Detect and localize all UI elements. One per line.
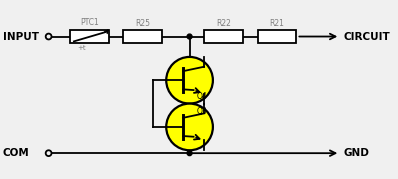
Text: R25: R25 xyxy=(135,19,150,28)
Bar xyxy=(258,30,297,43)
Text: +t: +t xyxy=(78,45,86,51)
Text: Q4: Q4 xyxy=(196,92,207,101)
Bar xyxy=(204,30,243,43)
Circle shape xyxy=(187,151,192,156)
Bar xyxy=(70,30,109,43)
Text: PTC1: PTC1 xyxy=(80,18,99,27)
Circle shape xyxy=(187,34,192,39)
Text: Q3: Q3 xyxy=(196,107,207,115)
Circle shape xyxy=(166,104,213,150)
Text: INPUT: INPUT xyxy=(3,32,39,42)
Text: R21: R21 xyxy=(269,19,285,28)
Bar xyxy=(123,30,162,43)
Text: R22: R22 xyxy=(216,19,231,28)
Circle shape xyxy=(166,57,213,104)
Text: CIRCUIT: CIRCUIT xyxy=(343,32,390,42)
Text: GND: GND xyxy=(343,148,369,158)
Text: COM: COM xyxy=(3,148,30,158)
